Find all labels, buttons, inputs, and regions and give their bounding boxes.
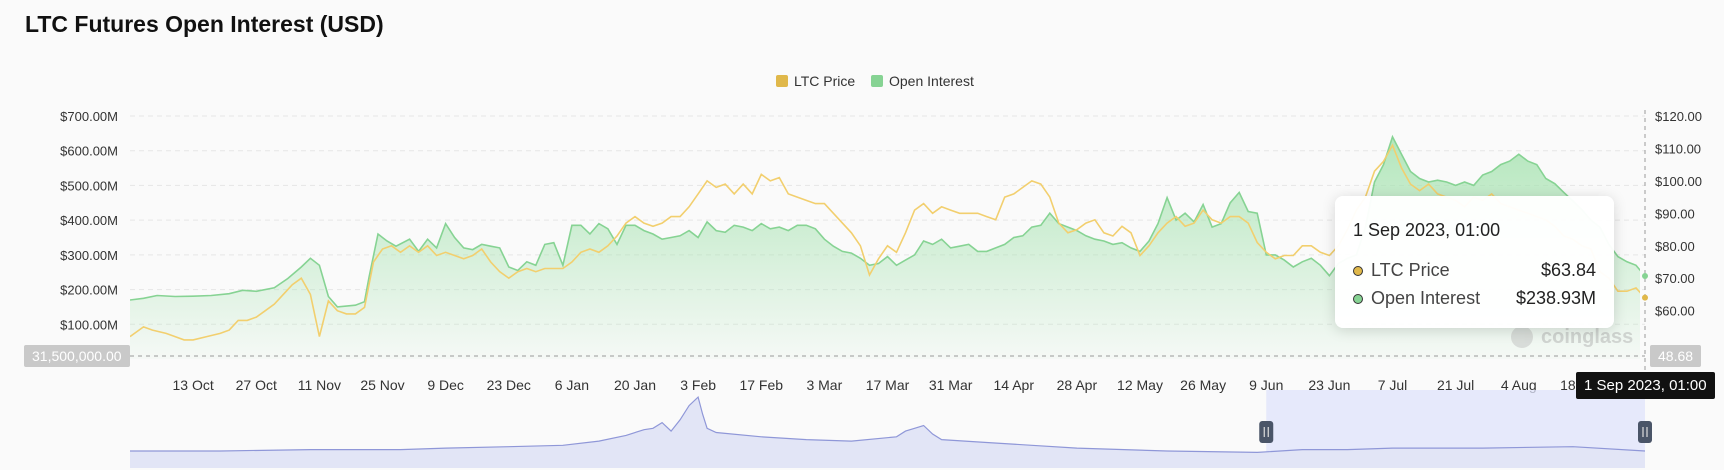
x-axis-tick-label: 27 Oct [236, 377, 277, 393]
left-axis-tick-label: $600.00M [60, 144, 118, 159]
right-y-axis: $120.00 $110.00 $100.00 $90.00 $80.00 $70.00 $… [1655, 109, 1702, 319]
legend-item-ltc-price[interactable]: LTC Price [776, 73, 855, 89]
right-axis-tick-label: $60.00 [1655, 304, 1695, 319]
left-axis-tick-label: $400.00M [60, 213, 118, 228]
left-axis-tick-label: $300.00M [60, 248, 118, 263]
open-interest-line[interactable] [130, 134, 1645, 308]
right-axis-tick-label: $120.00 [1655, 109, 1702, 124]
x-axis-tick-label: 17 Mar [866, 377, 910, 393]
x-axis-tick-label: 6 Jan [555, 377, 589, 393]
x-axis-tick-label: 11 Nov [298, 377, 341, 393]
x-axis-tick-label: 3 Mar [806, 377, 842, 393]
right-axis-tick-label: $70.00 [1655, 271, 1695, 286]
handle-grip[interactable] [1259, 421, 1274, 443]
x-axis-tick-label: 17 Feb [739, 377, 783, 393]
x-axis-tick-label: 23 Jun [1308, 377, 1350, 393]
navigator-right-handle[interactable] [1638, 421, 1652, 443]
x-axis-tick-label: 3 Feb [680, 377, 716, 393]
legend-label-open-interest: Open Interest [889, 73, 974, 89]
left-axis-crosshair-badge: 31,500,000.00 [24, 345, 130, 367]
ltc-price-marker [1642, 294, 1648, 301]
right-axis-tick-label: $80.00 [1655, 239, 1695, 254]
right-axis-crosshair-badge: 48.68 [1650, 345, 1702, 367]
watermark: coinglass [1511, 326, 1633, 348]
tooltip-dot-open-interest [1353, 293, 1363, 304]
navigator-line [130, 395, 1646, 454]
legend-label-ltc-price: LTC Price [794, 73, 855, 89]
x-axis-tick-label: 12 May [1117, 377, 1163, 393]
tooltip-value-open-interest: $238.93M [1515, 288, 1596, 308]
navigator-area [130, 397, 1645, 468]
right-axis-tick-label: $110.00 [1655, 141, 1701, 156]
x-axis-tick-label: 25 Nov [360, 377, 404, 393]
x-axis-tick-label: 9 Jun [1249, 377, 1283, 393]
left-axis-tick-label: $200.00M [60, 283, 118, 298]
tooltip-value-ltc-price: $63.84 [1540, 260, 1596, 280]
right-axis-tick-label: $90.00 [1655, 206, 1695, 221]
range-navigator[interactable] [130, 390, 1652, 468]
legend-swatch-open-interest [871, 75, 883, 87]
left-y-axis: $700.00M $600.00M $500.00M $400.00M $300.00M… [60, 109, 118, 367]
x-axis-tick-label: 20 Jan [614, 377, 656, 393]
x-axis-tick-label: 26 May [1180, 377, 1226, 393]
x-axis-tick-label: 31 Mar [929, 377, 973, 393]
x-axis-tick-label: 14 Apr [994, 377, 1035, 393]
x-axis-tick-label: 13 Oct [173, 377, 214, 393]
right-axis-tick-label: $100.00 [1655, 174, 1702, 189]
tooltip-row-ltc-price: LTC Price $63.84 [1353, 260, 1596, 281]
x-axis-tick-label: 4 Aug [1501, 377, 1537, 393]
tooltip-row-open-interest: Open Interest $238.93M [1353, 288, 1596, 309]
legend[interactable]: LTC Price Open Interest [776, 73, 974, 89]
left-axis-tick-label: $500.00M [60, 178, 118, 193]
legend-item-open-interest[interactable]: Open Interest [871, 73, 974, 89]
tooltip: 1 Sep 2023, 01:00 LTC Price $63.84 Open … [1335, 196, 1614, 328]
handle-grip[interactable] [1638, 421, 1652, 443]
legend-swatch-ltc-price [776, 75, 788, 87]
coinglass-logo-icon [1511, 326, 1533, 348]
crosshair-time-badge: 1 Sep 2023, 01:00 [1576, 372, 1715, 399]
watermark-text: coinglass [1541, 326, 1633, 348]
tooltip-label-open-interest: Open Interest [1371, 288, 1481, 308]
x-axis-tick-label: 28 Apr [1057, 377, 1098, 393]
open-interest-area [130, 136, 1640, 359]
open-interest-marker [1642, 273, 1648, 280]
tooltip-label-ltc-price: LTC Price [1371, 260, 1450, 280]
x-axis-tick-label: 23 Dec [487, 377, 531, 393]
tooltip-dot-ltc-price [1353, 265, 1363, 276]
navigator-left-handle[interactable] [1259, 421, 1274, 443]
x-axis-tick-label: 7 Jul [1378, 377, 1408, 393]
tooltip-time: 1 Sep 2023, 01:00 [1353, 220, 1501, 240]
x-axis-tick-label: 9 Dec [427, 377, 464, 393]
ltc-price-line[interactable] [130, 143, 1645, 341]
left-axis-tick-label: $100.00M [60, 317, 118, 332]
page-title: LTC Futures Open Interest (USD) [25, 11, 384, 37]
x-axis-tick-label: 21 Jul [1437, 377, 1474, 393]
left-axis-tick-label: $700.00M [60, 109, 118, 124]
